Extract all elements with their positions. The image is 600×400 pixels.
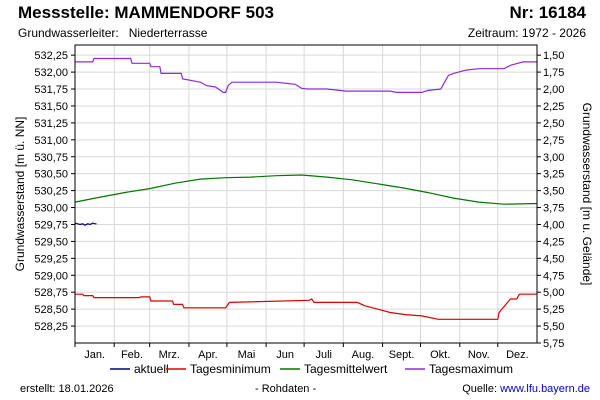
y-tick-label: 531,00 <box>34 135 68 147</box>
station-title: Messstelle: MAMMENDORF 503 <box>18 3 275 22</box>
y2-tick-label: 2,75 <box>543 135 564 147</box>
y2-tick-label: 5,00 <box>543 287 564 299</box>
y2-tick-label: 4,00 <box>543 219 564 231</box>
series-line-aktuell <box>74 222 97 226</box>
y2-tick-label: 3,50 <box>543 186 564 198</box>
legend-label: Tagesminimum <box>190 362 271 376</box>
y2-tick-label: 4,25 <box>543 236 564 248</box>
x-tick-label: Aug. <box>352 349 375 361</box>
y-tick-label: 528,25 <box>34 321 68 333</box>
y-tick-label: 529,25 <box>34 253 68 265</box>
x-tick-label: Feb. <box>121 349 143 361</box>
y2-tick-label: 5,75 <box>543 338 564 350</box>
legend-label: Tagesmittelwert <box>304 362 388 376</box>
y2-tick-label: 2,00 <box>543 84 564 96</box>
legend-label: Tagesmaximum <box>429 362 513 376</box>
y2-tick-label: 2,25 <box>543 101 564 113</box>
y-tick-label: 531,50 <box>34 101 68 113</box>
raw-data-note: - Rohdaten - <box>255 383 317 395</box>
y-tick-label: 530,50 <box>34 169 68 181</box>
created-label: erstellt: <box>20 383 56 395</box>
series-line-tagesmaximum <box>75 57 537 94</box>
y-tick-label: 528,75 <box>34 287 68 299</box>
x-tick-label: Okt. <box>430 349 450 361</box>
y-tick-label: 531,75 <box>34 84 68 96</box>
y-tick-label: 529,75 <box>34 219 68 231</box>
y-tick-label: 528,50 <box>34 304 68 316</box>
plot-frame <box>74 44 538 344</box>
chart-ticks: 532,25 532,00 531,75 531,50 531,25 531,00 530,… <box>34 50 564 361</box>
source-label: Quelle: <box>462 383 498 395</box>
y-tick-label: 529,50 <box>34 236 68 248</box>
series-line-tagesminimum <box>75 293 537 320</box>
y-tick-label: 530,75 <box>34 152 68 164</box>
y2-tick-label: 3,75 <box>543 203 564 215</box>
source-link[interactable]: www.lfu.bayern.de <box>500 383 590 395</box>
y-tick-label: 532,00 <box>34 67 68 79</box>
x-tick-label: Sept. <box>389 349 415 361</box>
x-tick-label: Dez. <box>506 349 529 361</box>
y2-tick-label: 5,25 <box>543 304 564 316</box>
chart-grid <box>74 45 537 343</box>
period-label: Zeitraum: 1972 - 2026 <box>467 26 586 40</box>
x-tick-label: Apr. <box>198 349 218 361</box>
y-tick-label: 532,25 <box>34 50 68 62</box>
x-tick-label: Mrz. <box>159 349 180 361</box>
legend: aktuell Tagesminimum Tagesmittelwert Tagesm… <box>110 362 513 376</box>
x-tick-label: Juli <box>315 349 332 361</box>
chart-series <box>74 57 538 320</box>
y-axis-label: Grundwasserstand [m ü. NN] <box>13 117 27 272</box>
x-tick-label: Nov. <box>468 349 490 361</box>
y2-tick-label: 4,75 <box>543 270 564 282</box>
x-tick-label: Mai <box>238 349 256 361</box>
x-tick-label: Jan. <box>84 349 105 361</box>
aquifer-label: Grundwasserleiter: <box>18 26 119 40</box>
y-tick-label: 529,00 <box>34 270 68 282</box>
y2-tick-label: 2,50 <box>543 118 564 130</box>
y-tick-label: 531,25 <box>34 118 68 130</box>
y2-tick-label: 4,50 <box>543 253 564 265</box>
y2-tick-label: 1,75 <box>543 67 564 79</box>
y2-tick-label: 3,00 <box>543 152 564 164</box>
created-info: erstellt: 18.01.2026 <box>20 383 114 395</box>
y-tick-label: 530,25 <box>34 186 68 198</box>
aquifer-value: Niederterrasse <box>128 26 208 40</box>
source-info: Quelle: www.lfu.bayern.de <box>462 383 590 395</box>
series-line-tagesmittelwert <box>74 174 538 205</box>
station-number: Nr: 16184 <box>509 3 586 22</box>
y2-tick-label: 1,50 <box>543 50 564 62</box>
aquifer-info: Grundwasserleiter: Niederterrasse <box>18 26 207 40</box>
y2-axis-label: Grundwasserstand [m u. Gelände] <box>580 103 594 286</box>
x-tick-label: Jun <box>276 349 294 361</box>
y2-tick-label: 3,25 <box>543 169 564 181</box>
legend-label: aktuell <box>134 362 169 376</box>
y-tick-label: 530,00 <box>34 203 68 215</box>
created-date: 18.01.2026 <box>58 383 114 395</box>
y2-tick-label: 5,50 <box>543 321 564 333</box>
